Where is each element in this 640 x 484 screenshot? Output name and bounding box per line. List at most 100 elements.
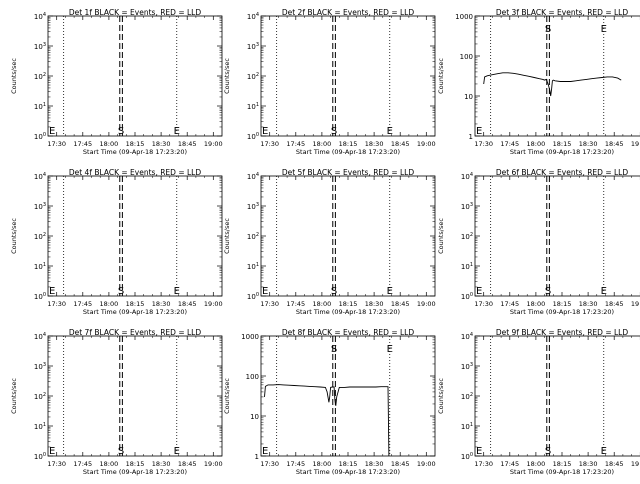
marker-e-left: E	[476, 126, 482, 137]
x-tick-label: 18:15	[339, 460, 358, 468]
x-tick-label: 18:00	[527, 300, 546, 308]
chart-title: Det 1f BLACK = Events, RED = LLD	[69, 8, 202, 17]
x-tick-label: 18:30	[365, 460, 384, 468]
marker-start: S	[118, 126, 124, 137]
y-tick-label: 103	[34, 202, 46, 211]
x-axis-label: Start Time (09-Apr-18 17:23:20)	[83, 468, 187, 476]
x-tick-label: 17:30	[260, 460, 279, 468]
y-tick-label: 102	[34, 72, 46, 81]
x-tick-label: 18:00	[100, 460, 119, 468]
x-tick-label: 17:45	[73, 140, 92, 148]
x-tick-label: 18:30	[579, 140, 598, 148]
marker-end: E	[387, 286, 393, 297]
y-tick-label: 101	[247, 102, 259, 111]
y-tick-label: 102	[461, 232, 473, 241]
x-tick-label: 18:30	[579, 460, 598, 468]
x-tick-label: 17:30	[260, 140, 279, 148]
marker-start: S	[331, 344, 337, 355]
x-tick-label: 17:45	[73, 460, 92, 468]
x-tick-label: 17:30	[474, 460, 493, 468]
y-axis-label: Counts/sec	[223, 218, 231, 254]
marker-e-left: E	[49, 126, 55, 137]
y-axis-label: Counts/sec	[10, 378, 18, 414]
detector-chart: Det 1f BLACK = Events, RED = LLD 100 101 10…	[10, 8, 223, 156]
x-tick-label: 17:45	[500, 460, 519, 468]
events-series-line	[483, 72, 622, 97]
y-tick-label: 102	[461, 392, 473, 401]
marker-end: E	[601, 24, 607, 35]
y-tick-label: 100	[246, 373, 259, 381]
chart-title: Det 2f BLACK = Events, RED = LLD	[282, 8, 415, 17]
chart-title: Det 3f BLACK = Events, RED = LLD	[496, 8, 629, 17]
y-tick-label: 100	[247, 292, 259, 301]
x-axis-label: Start Time (09-Apr-18 17:23:20)	[83, 308, 187, 316]
x-axis-label: Start Time (09-Apr-18 17:23:20)	[510, 308, 614, 316]
y-tick-label: 103	[461, 362, 473, 371]
y-tick-label: 100	[247, 132, 259, 141]
x-tick-label: 18:15	[553, 140, 572, 148]
x-tick-label: 17:30	[47, 140, 66, 148]
x-axis-label: Start Time (09-Apr-18 17:23:20)	[296, 468, 400, 476]
marker-start: S	[331, 286, 337, 297]
x-tick-label: 18:00	[313, 140, 332, 148]
x-tick-label: 18:45	[178, 300, 197, 308]
y-axis-label: Counts/sec	[10, 218, 18, 254]
x-tick-label: 19:00	[204, 300, 223, 308]
x-tick-label: 17:30	[474, 300, 493, 308]
y-tick-label: 104	[34, 12, 46, 21]
y-tick-label: 104	[247, 12, 259, 21]
marker-e-left: E	[476, 286, 482, 297]
y-tick-label: 101	[461, 422, 473, 431]
x-tick-label: 18:00	[313, 460, 332, 468]
plot-frame	[47, 15, 223, 137]
y-tick-label: 102	[34, 232, 46, 241]
y-tick-label: 100	[461, 452, 473, 461]
x-tick-label: 18:30	[365, 300, 384, 308]
y-tick-label: 10	[464, 93, 473, 101]
x-tick-label: 18:15	[553, 300, 572, 308]
y-tick-label: 101	[34, 422, 46, 431]
y-tick-label: 101	[34, 102, 46, 111]
plot-frame	[474, 335, 640, 457]
y-axis-label: Counts/sec	[437, 378, 445, 414]
x-axis-label: Start Time (09-Apr-18 17:23:20)	[510, 148, 614, 156]
detector-chart: Det 9f BLACK = Events, RED = LLD 100 101 10…	[437, 328, 640, 476]
x-tick-label: 17:45	[286, 300, 305, 308]
marker-e-left: E	[476, 446, 482, 457]
marker-e-left: E	[262, 446, 268, 457]
x-tick-label: 18:45	[605, 300, 624, 308]
marker-end: E	[387, 126, 393, 137]
y-tick-label: 101	[34, 262, 46, 271]
y-axis-label: Counts/sec	[437, 218, 445, 254]
y-tick-label: 1000	[241, 333, 259, 341]
marker-end: E	[387, 344, 393, 355]
marker-start: S	[545, 24, 551, 35]
x-tick-label: 18:15	[126, 140, 145, 148]
x-tick-label: 17:45	[500, 300, 519, 308]
y-tick-label: 104	[34, 172, 46, 181]
y-tick-label: 1	[469, 133, 473, 141]
marker-start: S	[118, 286, 124, 297]
marker-start: S	[118, 446, 124, 457]
x-tick-label: 18:15	[126, 300, 145, 308]
y-tick-label: 100	[34, 452, 46, 461]
x-tick-label: 19:00	[631, 140, 640, 148]
marker-start: S	[545, 446, 551, 457]
x-tick-label: 19:00	[204, 140, 223, 148]
chart-title: Det 5f BLACK = Events, RED = LLD	[282, 168, 415, 177]
x-axis-label: Start Time (09-Apr-18 17:23:20)	[296, 148, 400, 156]
chart-title: Det 6f BLACK = Events, RED = LLD	[496, 168, 629, 177]
x-tick-label: 17:45	[73, 300, 92, 308]
x-tick-label: 18:00	[313, 300, 332, 308]
x-tick-label: 19:00	[631, 300, 640, 308]
y-tick-label: 100	[34, 292, 46, 301]
detector-chart: Det 2f BLACK = Events, RED = LLD 100 101 10…	[223, 8, 436, 156]
x-tick-label: 18:45	[391, 140, 410, 148]
chart-title: Det 7f BLACK = Events, RED = LLD	[69, 328, 202, 337]
x-axis-label: Start Time (09-Apr-18 17:23:20)	[296, 308, 400, 316]
y-tick-label: 1000	[455, 13, 473, 21]
y-tick-label: 103	[34, 362, 46, 371]
marker-e-left: E	[262, 126, 268, 137]
x-tick-label: 18:00	[527, 460, 546, 468]
